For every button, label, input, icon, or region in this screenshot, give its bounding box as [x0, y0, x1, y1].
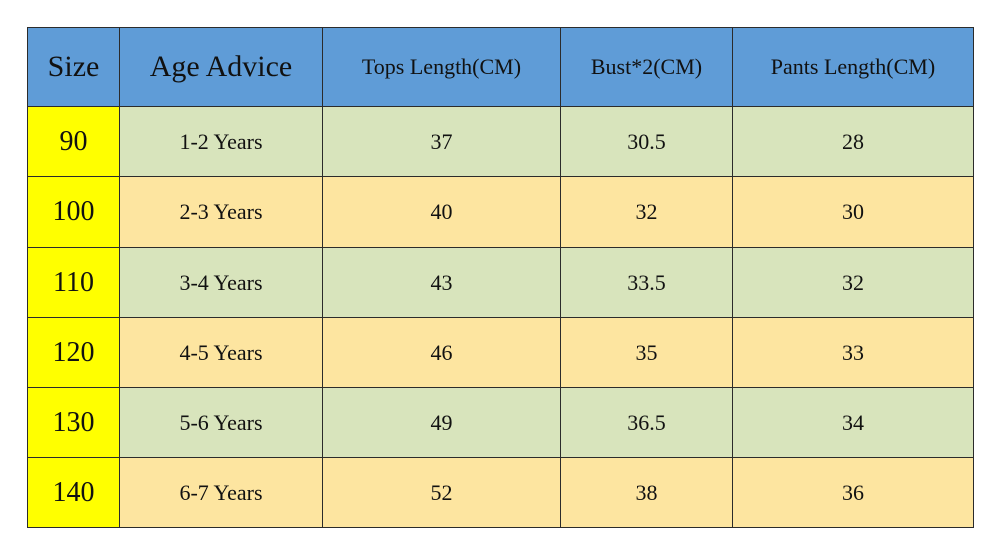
data-cell: 4-5 Years: [119, 317, 323, 388]
header-cell: Size: [27, 27, 120, 107]
size-cell: 120: [27, 317, 120, 388]
data-cell: 28: [732, 106, 974, 177]
header-cell: Age Advice: [119, 27, 323, 107]
data-cell: 2-3 Years: [119, 176, 323, 248]
size-cell: 130: [27, 387, 120, 458]
size-cell: 110: [27, 247, 120, 318]
header-cell: Pants Length(CM): [732, 27, 974, 107]
data-cell: 40: [322, 176, 561, 248]
data-cell: 37: [322, 106, 561, 177]
data-cell: 49: [322, 387, 561, 458]
data-cell: 46: [322, 317, 561, 388]
size-cell: 100: [27, 176, 120, 248]
size-cell: 140: [27, 457, 120, 528]
header-cell: Tops Length(CM): [322, 27, 561, 107]
data-cell: 36.5: [560, 387, 733, 458]
data-cell: 52: [322, 457, 561, 528]
data-cell: 30: [732, 176, 974, 248]
data-cell: 3-4 Years: [119, 247, 323, 318]
size-cell: 90: [27, 106, 120, 177]
data-cell: 5-6 Years: [119, 387, 323, 458]
data-cell: 32: [732, 247, 974, 318]
data-cell: 35: [560, 317, 733, 388]
data-cell: 43: [322, 247, 561, 318]
data-cell: 6-7 Years: [119, 457, 323, 528]
data-cell: 34: [732, 387, 974, 458]
data-cell: 33: [732, 317, 974, 388]
data-cell: 38: [560, 457, 733, 528]
data-cell: 36: [732, 457, 974, 528]
data-cell: 33.5: [560, 247, 733, 318]
data-cell: 30.5: [560, 106, 733, 177]
header-cell: Bust*2(CM): [560, 27, 733, 107]
data-cell: 1-2 Years: [119, 106, 323, 177]
data-cell: 32: [560, 176, 733, 248]
